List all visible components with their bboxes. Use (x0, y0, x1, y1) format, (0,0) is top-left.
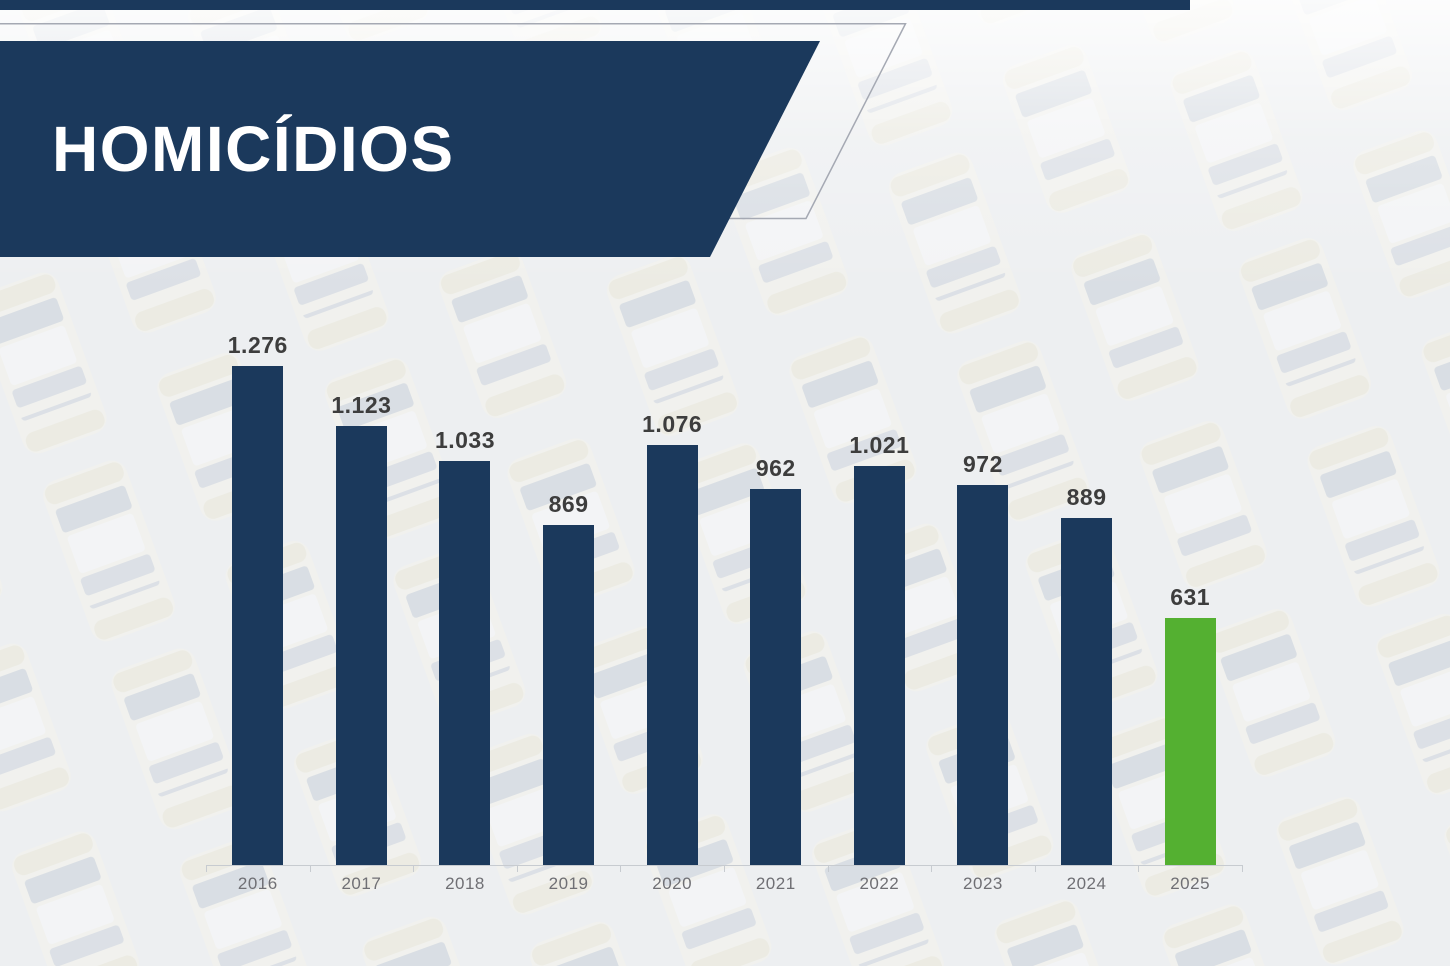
top-accent-bar (0, 0, 1190, 10)
x-axis-tick (1035, 865, 1036, 872)
bar-column-2023: 972 (931, 325, 1035, 865)
bar-column-2020: 1.076 (620, 325, 724, 865)
x-axis-label-2022: 2022 (859, 874, 900, 893)
x-axis-tick (724, 865, 725, 872)
title-banner: HOMICÍDIOS (0, 41, 820, 257)
bar-2020 (646, 445, 698, 865)
x-axis-tick (620, 865, 621, 872)
x-axis-tick (1138, 865, 1139, 872)
x-axis-label-2018: 2018 (445, 874, 485, 893)
bar-value-label: 631 (1170, 584, 1211, 610)
bar-value-label: 869 (548, 491, 589, 517)
page-title: HOMICÍDIOS (52, 113, 455, 185)
bar-2016 (232, 366, 284, 865)
bar-column-2024: 889 (1035, 325, 1139, 865)
x-axis-tick (1242, 865, 1243, 872)
bar-2025 (1164, 618, 1216, 865)
bar-column-2018: 1.033 (413, 325, 517, 865)
x-axis-tick (931, 865, 932, 872)
x-axis-label-2025: 2025 (1170, 874, 1211, 893)
x-axis-label-2021: 2021 (755, 874, 796, 893)
bar-value-label: 1.276 (227, 332, 288, 358)
chart-plot-area: 1.276 1.123 1.033 869 1.076 962 1.021 972 889 631 (206, 325, 1242, 865)
title-banner-outline (0, 23, 907, 220)
x-axis-tick (310, 865, 311, 872)
bar-2018 (439, 461, 491, 865)
bar-value-label: 1.033 (434, 427, 496, 453)
bar-column-2025: 631 (1138, 325, 1242, 865)
bar-2019 (543, 525, 595, 865)
bar-value-label: 962 (755, 455, 796, 481)
bar-value-label: 1.123 (331, 392, 392, 418)
x-axis-tick (828, 865, 829, 872)
x-axis-label-2023: 2023 (963, 874, 1003, 893)
bar-column-2019: 869 (517, 325, 621, 865)
bar-value-label: 972 (963, 451, 1003, 477)
x-axis-tick (517, 865, 518, 872)
bar-2021 (750, 489, 802, 865)
x-axis-label-2024: 2024 (1066, 874, 1107, 893)
bar-column-2022: 1.021 (828, 325, 932, 865)
bar-2023 (957, 485, 1009, 865)
bar-column-2016: 1.276 (206, 325, 310, 865)
x-axis-label-2019: 2019 (548, 874, 589, 893)
x-axis-label-2016: 2016 (237, 874, 278, 893)
bar-column-2017: 1.123 (310, 325, 414, 865)
bar-column-2021: 962 (724, 325, 828, 865)
bar-2022 (853, 466, 905, 865)
x-axis-tick (206, 865, 207, 872)
x-axis-labels: 2016 2017 2018 2019 2020 2021 2022 2023 2024 2025 (206, 874, 1242, 894)
bar-2024 (1061, 518, 1113, 865)
bar-value-label: 1.021 (849, 432, 910, 458)
x-axis-label-2017: 2017 (341, 874, 382, 893)
bar-2017 (335, 426, 387, 865)
bar-value-label: 889 (1066, 484, 1107, 510)
x-axis-label-2020: 2020 (652, 874, 693, 893)
x-axis-tick (413, 865, 414, 872)
bar-value-label: 1.076 (642, 411, 703, 437)
